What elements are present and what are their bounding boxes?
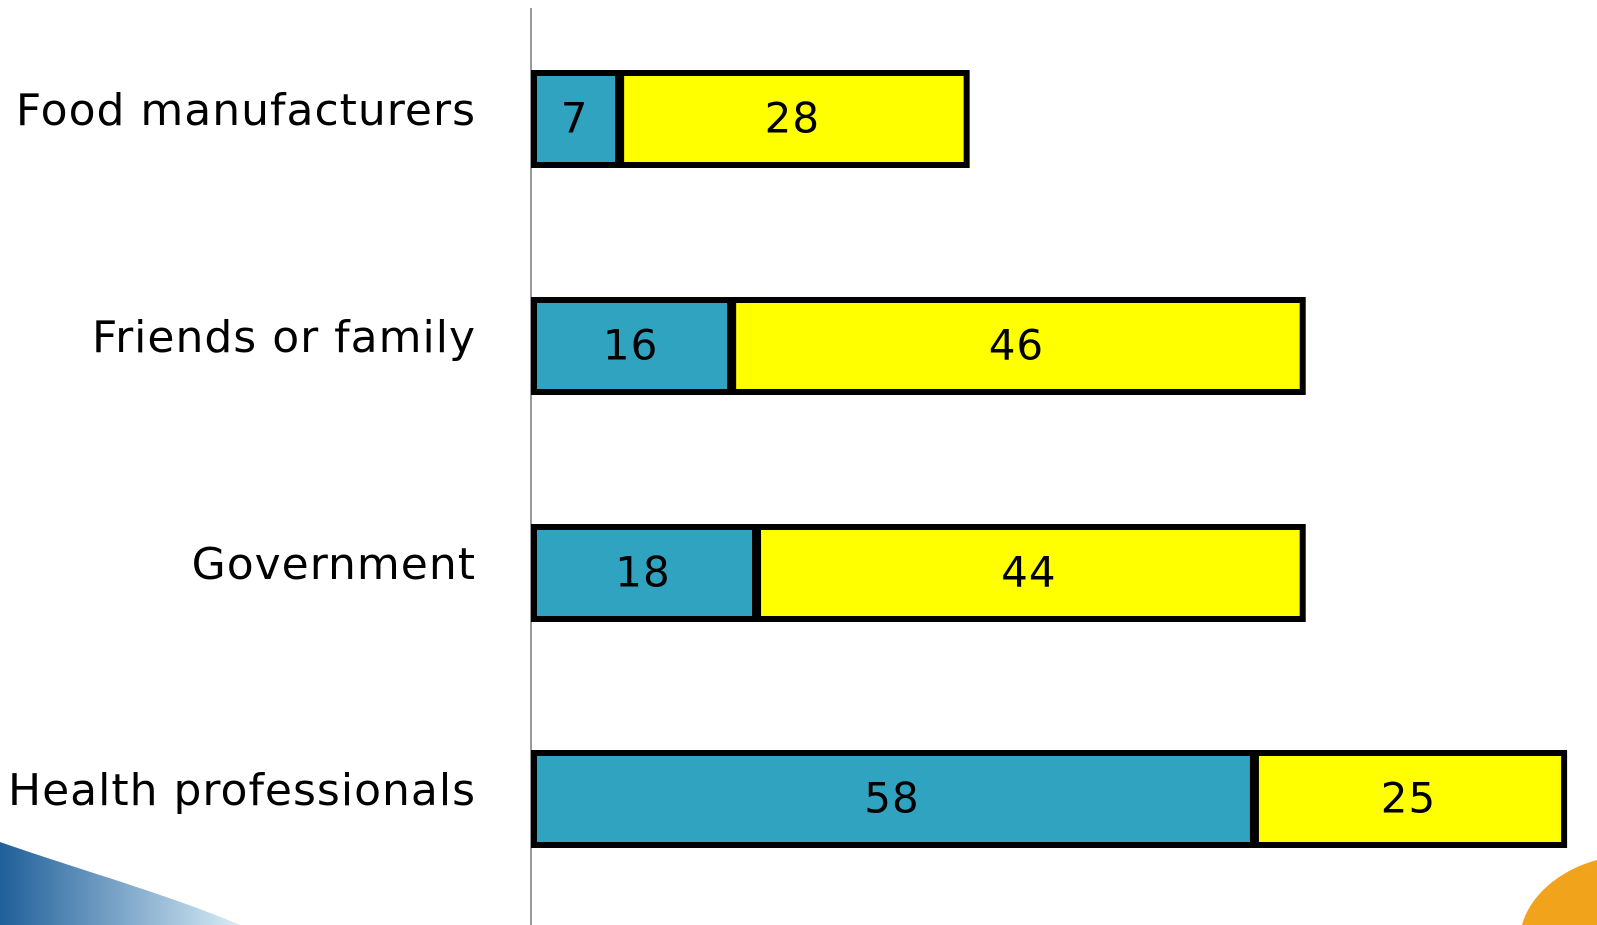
bar-segment [618,70,970,168]
value-label: 25 [1381,774,1436,823]
bar-segment [730,297,1306,395]
plot-area: Food manufacturers 7 28 Friends or family 16… [8,70,1568,848]
decoration-fruit [1522,860,1597,925]
category-label: Health professionals [8,765,476,816]
bar-segment [1252,750,1568,848]
decoration-swoosh [0,842,240,925]
value-label: 46 [989,321,1044,370]
category-label: Food manufacturers [16,85,476,136]
value-label: 28 [765,94,820,143]
category-label: Government [192,539,476,590]
bar-segment [531,297,734,395]
value-label: 18 [615,548,670,597]
bar-segment [755,524,1306,622]
value-label: 44 [1001,548,1056,597]
value-label: 16 [603,321,658,370]
value-label: 7 [561,94,589,143]
value-label: 58 [864,774,919,823]
bar-segment [531,750,1256,848]
category-label: Friends or family [92,312,476,363]
